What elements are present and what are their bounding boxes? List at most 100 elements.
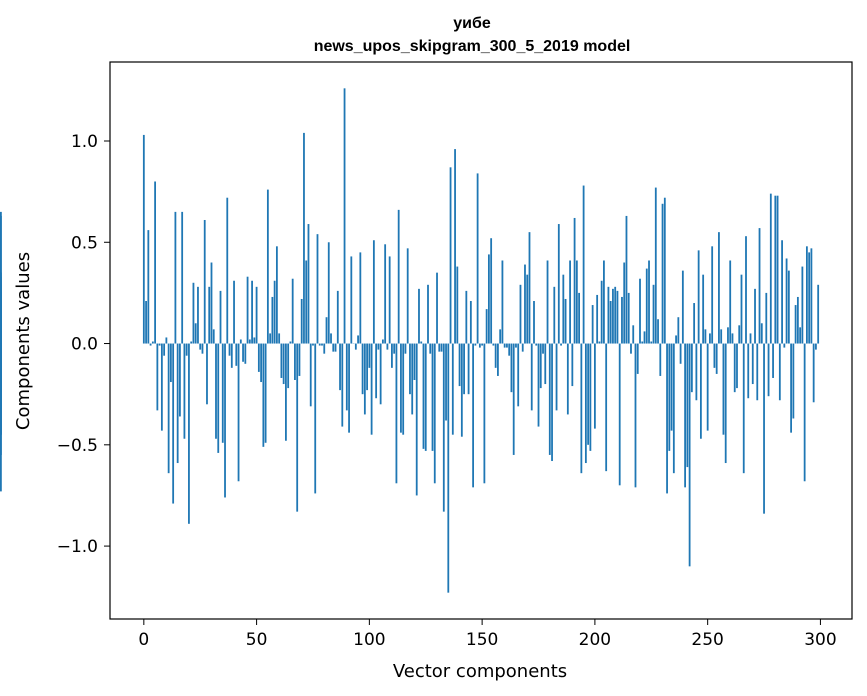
bar-60: [278, 333, 281, 344]
bar-206: [607, 286, 610, 344]
bar-229: [659, 343, 662, 376]
bar-244: [693, 303, 696, 344]
bar-52: [260, 343, 262, 383]
chart-subtitle: news_upos_skipgram_300_5_2019 model: [314, 38, 631, 55]
bar-255: [718, 232, 720, 344]
bar-156: [494, 343, 497, 368]
bar-183: [555, 343, 558, 411]
bar-153: [487, 254, 490, 344]
bar-209: [614, 286, 617, 344]
x-tick-label: 100: [353, 630, 385, 650]
bar-104: [377, 343, 380, 350]
bar-231: [663, 197, 666, 344]
bar-186: [562, 274, 565, 344]
bar-43: [239, 339, 242, 344]
bar-271: [754, 288, 756, 344]
x-tick-label: 50: [246, 630, 268, 650]
bar-101: [370, 343, 373, 435]
bar-103: [375, 343, 378, 399]
bar-55: [266, 189, 269, 344]
bar-288: [792, 343, 795, 419]
bar-223: [645, 268, 648, 344]
bar-1: [145, 301, 147, 344]
bar-23: [194, 323, 197, 344]
bar-18: [183, 343, 186, 439]
bar-120: [413, 343, 416, 380]
bar-135: [447, 343, 450, 593]
bar-264: [738, 325, 741, 344]
bar-29: [208, 286, 211, 344]
bar-276: [765, 292, 768, 344]
bar-85: [334, 343, 337, 352]
bar-191: [573, 217, 576, 344]
bar-228: [657, 319, 659, 344]
bar-68: [296, 343, 299, 512]
bar-143: [465, 290, 468, 344]
bar-6: [156, 343, 159, 411]
bar-33: [217, 343, 220, 453]
bar-91: [348, 343, 350, 433]
bar-152: [485, 309, 488, 344]
bar-266: [742, 343, 745, 474]
bar-4: [151, 341, 154, 344]
bar-179: [546, 260, 549, 344]
bar-14: [174, 211, 177, 344]
bar-132: [440, 343, 443, 352]
bar-169: [524, 264, 526, 344]
bar-123: [420, 341, 423, 344]
bar-260: [729, 260, 732, 344]
bar-10: [165, 337, 168, 344]
bars-group: [0, 88, 820, 593]
bar-139: [456, 266, 459, 344]
bar-299: [817, 284, 820, 344]
bar-25: [199, 343, 202, 350]
bar-145: [469, 301, 472, 344]
bar-221: [641, 341, 644, 344]
bar-76: [314, 343, 317, 494]
bar-195: [582, 185, 585, 344]
bar-71: [303, 132, 305, 344]
bar-97: [361, 343, 364, 395]
bar-178: [544, 343, 547, 385]
bar-219: [636, 343, 639, 374]
bar-285: [785, 258, 788, 344]
bar-160: [503, 343, 506, 348]
bar-119: [411, 343, 414, 415]
bar-87: [339, 343, 341, 391]
bar-282: [778, 343, 781, 401]
bar-109: [388, 256, 391, 344]
bar-30: [210, 262, 213, 344]
bar-22: [192, 282, 195, 344]
bar-79: [321, 343, 323, 346]
bar-50: [255, 286, 258, 344]
bar-81: [325, 317, 328, 344]
y-axis-label: Components values: [13, 252, 34, 430]
bar-94: [354, 343, 357, 350]
bar-227: [654, 187, 657, 344]
bar-263: [736, 343, 738, 389]
bar-225: [650, 341, 653, 344]
bar-137: [451, 343, 454, 435]
bar-296: [810, 248, 813, 344]
bar-98: [363, 343, 366, 415]
bar-128: [431, 343, 434, 451]
bar-44: [242, 343, 244, 362]
bar-200: [593, 343, 596, 429]
bar-197: [587, 343, 590, 445]
bar-84: [332, 343, 335, 352]
bar-214: [625, 215, 628, 344]
bar-242: [688, 343, 691, 567]
bar-122: [418, 288, 420, 344]
x-tick-label: 200: [579, 630, 611, 650]
bar-290: [796, 296, 799, 344]
bar-269: [749, 333, 752, 344]
bar-192: [575, 260, 578, 344]
bar-32: [215, 343, 217, 439]
bar-111: [393, 343, 396, 354]
bar-187: [564, 298, 567, 344]
bar-171: [528, 232, 531, 344]
bar-262: [733, 343, 736, 393]
bar-95: [357, 335, 359, 344]
bar-undefined: [0, 292, 2, 344]
bar-243: [690, 343, 693, 393]
